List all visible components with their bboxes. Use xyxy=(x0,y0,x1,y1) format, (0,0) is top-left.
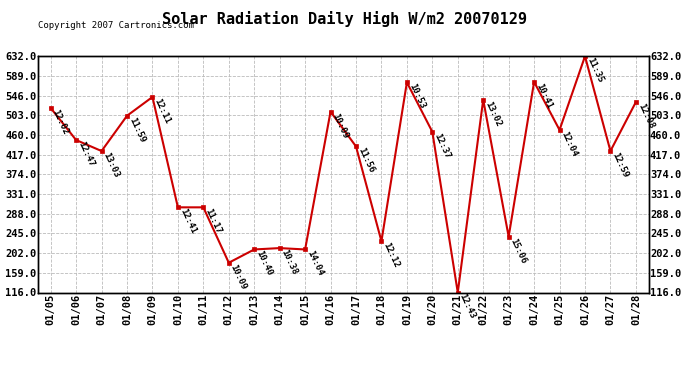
Text: 10:41: 10:41 xyxy=(534,82,553,110)
Text: Solar Radiation Daily High W/m2 20070129: Solar Radiation Daily High W/m2 20070129 xyxy=(163,11,527,27)
Text: 12:12: 12:12 xyxy=(382,241,401,269)
Text: 12:59: 12:59 xyxy=(611,151,630,179)
Text: 10:09: 10:09 xyxy=(229,263,248,291)
Text: 15:06: 15:06 xyxy=(509,237,528,265)
Text: 12:47: 12:47 xyxy=(76,140,96,168)
Text: 12:41: 12:41 xyxy=(178,207,197,236)
Text: 12:08: 12:08 xyxy=(636,102,656,130)
Text: 13:03: 13:03 xyxy=(101,151,121,179)
Text: Copyright 2007 Cartronics.com: Copyright 2007 Cartronics.com xyxy=(38,21,194,30)
Text: 12:04: 12:04 xyxy=(560,130,579,158)
Text: 12:43: 12:43 xyxy=(457,292,477,321)
Text: 12:02: 12:02 xyxy=(50,108,70,136)
Text: 10:09: 10:09 xyxy=(331,112,350,140)
Text: 13:02: 13:02 xyxy=(483,100,503,128)
Text: 12:11: 12:11 xyxy=(152,97,172,125)
Text: 10:40: 10:40 xyxy=(254,249,274,278)
Text: 14:04: 14:04 xyxy=(305,249,324,278)
Text: 11:17: 11:17 xyxy=(204,207,223,236)
Text: 10:53: 10:53 xyxy=(407,82,426,111)
Text: 11:35: 11:35 xyxy=(585,56,604,84)
Text: 12:37: 12:37 xyxy=(433,132,452,160)
Text: 11:56: 11:56 xyxy=(356,147,375,175)
Text: 10:38: 10:38 xyxy=(279,248,299,276)
Text: 11:59: 11:59 xyxy=(127,116,146,144)
